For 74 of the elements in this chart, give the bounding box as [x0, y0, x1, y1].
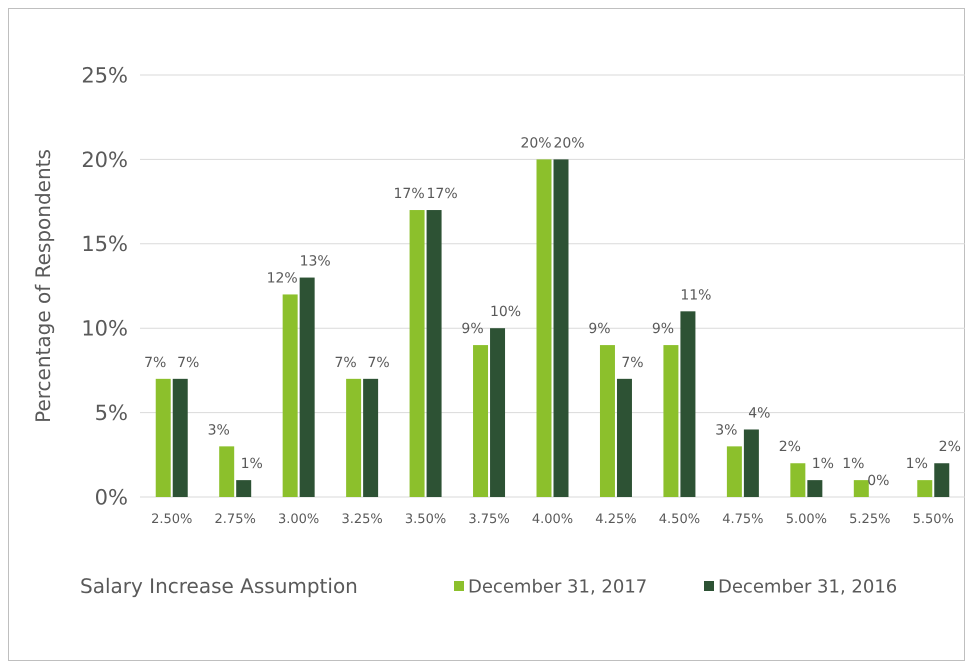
legend-label: December 31, 2016	[718, 576, 898, 598]
bar	[790, 463, 806, 497]
data-label: 2%	[778, 439, 801, 456]
bar	[363, 378, 378, 497]
data-label: 7%	[368, 354, 390, 371]
x-tick-label: 4.25%	[595, 512, 637, 527]
data-label: 7%	[334, 354, 357, 371]
x-tick-label: 4.00%	[532, 512, 574, 527]
bar	[680, 311, 696, 497]
data-label: 2%	[938, 439, 961, 456]
bar	[917, 480, 932, 497]
bar	[282, 294, 298, 497]
bar	[934, 463, 950, 497]
data-label: 0%	[867, 473, 890, 489]
x-tick-label: 5.00%	[786, 512, 827, 527]
y-tick-label: 25%	[81, 63, 128, 88]
data-label: 7%	[177, 354, 200, 371]
y-tick-label: 5%	[94, 400, 128, 425]
x-tick-label: 3.75%	[468, 512, 510, 527]
bar	[854, 480, 869, 497]
bar	[726, 446, 742, 497]
y-axis-title: Percentage of Respondents	[31, 149, 55, 423]
bar	[807, 480, 822, 497]
data-label: 7%	[144, 354, 166, 371]
data-label: 9%	[588, 321, 611, 338]
bar	[616, 378, 632, 497]
y-tick-label: 15%	[81, 232, 128, 256]
bar	[236, 480, 252, 497]
x-tick-label: 5.50%	[912, 512, 954, 527]
x-tick-label: 5.25%	[849, 512, 890, 527]
bar	[473, 345, 488, 497]
legend-label: December 31, 2017	[468, 576, 648, 598]
x-axis-title: Salary Increase Assumption	[80, 574, 358, 598]
data-label: 7%	[621, 354, 644, 371]
bar	[554, 159, 568, 497]
data-label: 1%	[812, 456, 834, 472]
data-label: 20%	[520, 135, 552, 152]
x-tick-label: 4.75%	[722, 512, 764, 527]
data-label: 3%	[208, 422, 230, 438]
x-tick-label: 2.50%	[151, 512, 192, 527]
bar	[600, 345, 615, 497]
bar	[426, 210, 442, 497]
bar	[219, 446, 234, 497]
bar	[490, 328, 506, 497]
data-label: 9%	[461, 321, 484, 338]
y-tick-label: 10%	[81, 316, 128, 341]
bar	[663, 345, 678, 497]
data-label: 1%	[906, 456, 928, 472]
x-tick-label: 2.75%	[214, 512, 256, 527]
data-label: 17%	[426, 186, 458, 202]
bar	[156, 378, 171, 497]
data-label: 4%	[748, 405, 770, 422]
data-label: 3%	[715, 422, 738, 438]
x-tick-label: 3.25%	[341, 512, 383, 527]
bar	[410, 210, 425, 497]
x-tick-label: 4.50%	[658, 512, 700, 527]
data-label: 10%	[490, 304, 522, 320]
data-label: 17%	[394, 186, 425, 202]
data-label: 12%	[266, 270, 298, 286]
data-label: 1%	[842, 456, 864, 472]
data-label: 11%	[680, 287, 712, 304]
bar	[172, 378, 188, 497]
y-tick-label: 20%	[81, 148, 128, 172]
y-tick-label: 0%	[94, 485, 128, 510]
data-label: 1%	[240, 456, 263, 472]
data-label: 20%	[553, 135, 585, 152]
bar	[300, 278, 315, 497]
x-tick-label: 3.00%	[278, 512, 320, 527]
data-label: 13%	[300, 254, 331, 270]
bar	[536, 159, 552, 497]
x-tick-label: 3.50%	[404, 512, 446, 527]
data-label: 9%	[652, 321, 674, 338]
bar	[346, 378, 362, 497]
bar	[744, 429, 759, 497]
